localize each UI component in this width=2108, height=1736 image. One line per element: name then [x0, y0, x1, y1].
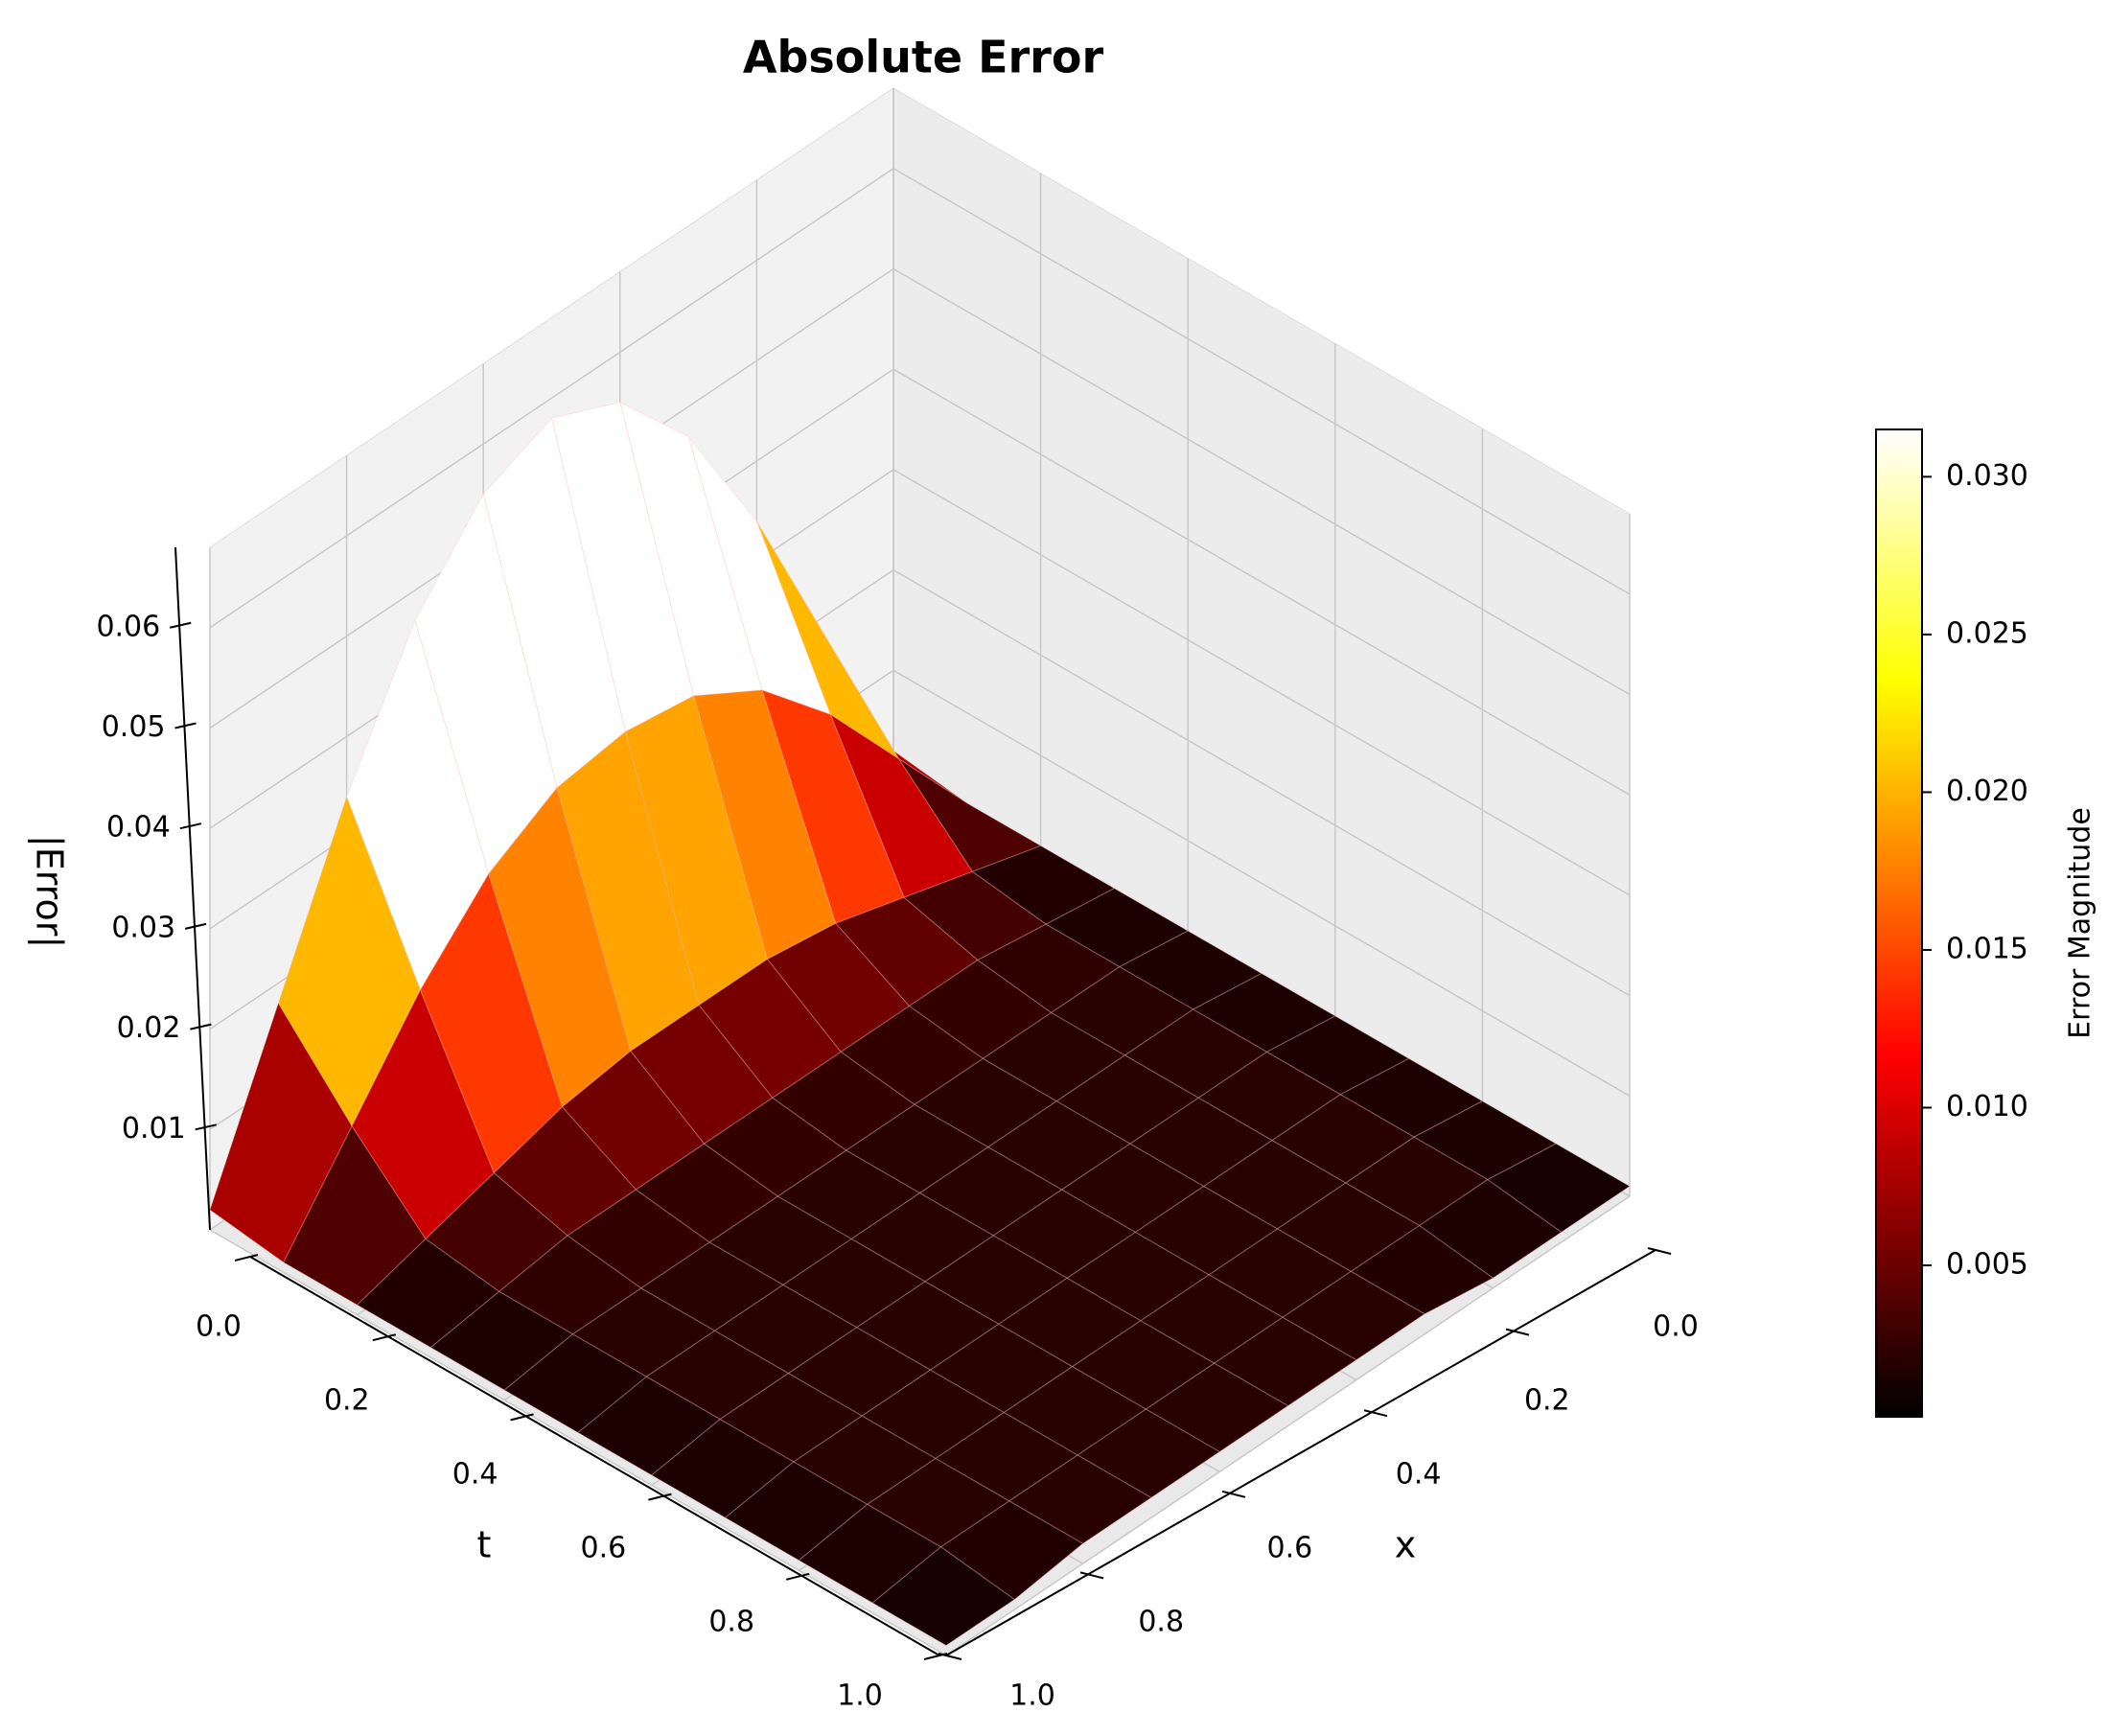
- t-tick-label: 0.6: [581, 1532, 627, 1565]
- surface: [209, 401, 1631, 1647]
- x-axis-line: [945, 1249, 1656, 1656]
- tick-mark: [648, 1493, 672, 1501]
- colorbar-tick-label: 0.030: [1946, 459, 2028, 493]
- grid-line: [892, 669, 1631, 1097]
- tick-mark: [1221, 1490, 1246, 1498]
- tick-mark: [190, 1023, 212, 1030]
- x-tick-label: 0.4: [1396, 1458, 1442, 1492]
- grid-line: [209, 168, 894, 629]
- z-tick-label: 0.06: [96, 610, 160, 643]
- tick-mark: [234, 1254, 259, 1261]
- x-tick-label: 0.6: [1267, 1532, 1313, 1565]
- colorbar-label: Error Magnitude: [2064, 807, 2097, 1039]
- colorbar-tick-label: 0.025: [1946, 616, 2028, 650]
- chart-title: Absolute Error: [743, 32, 1104, 83]
- z-tick-label: 0.01: [122, 1112, 186, 1146]
- tick-mark: [938, 1653, 962, 1660]
- z-tick-label: 0.04: [106, 811, 171, 845]
- grid-line: [892, 168, 1631, 595]
- z-tick-label: 0.05: [102, 710, 166, 744]
- colorbar-tick-label: 0.010: [1946, 1090, 2028, 1123]
- t-tick-label: 0.2: [324, 1384, 370, 1418]
- colorbar-tick-label: 0.005: [1946, 1248, 2028, 1282]
- x-tick-label: 0.8: [1138, 1606, 1184, 1639]
- tick-mark: [184, 922, 207, 930]
- tick-mark: [1505, 1328, 1530, 1336]
- grid-line: [209, 1229, 947, 1656]
- tick-mark: [785, 1572, 810, 1581]
- t-tick-label: 0.0: [196, 1310, 242, 1344]
- t-axis-line: [249, 1256, 940, 1656]
- t-tick-label: 0.8: [708, 1606, 754, 1639]
- z-tick-label: 0.03: [111, 911, 175, 944]
- grid-line: [892, 368, 1631, 796]
- tick-mark: [170, 621, 192, 629]
- colorbar-tick-label: 0.020: [1946, 775, 2028, 808]
- z-tick-label: 0.02: [117, 1011, 181, 1045]
- tick-mark: [174, 722, 197, 729]
- tick-mark: [1647, 1247, 1672, 1255]
- colorbar-tick-label: 0.015: [1946, 932, 2028, 965]
- grid-line: [892, 267, 1631, 696]
- colorbar: [1875, 428, 1923, 1418]
- tick-mark: [179, 822, 202, 830]
- x-tick-label: 0.2: [1524, 1384, 1570, 1418]
- z-axis-label: |Error|: [28, 835, 71, 948]
- z-axis-line: [174, 546, 211, 1231]
- grid-line: [892, 469, 1631, 896]
- t-axis-label: t: [477, 1524, 492, 1566]
- tick-mark: [372, 1333, 397, 1342]
- t-tick-label: 1.0: [837, 1679, 883, 1713]
- surface-facet: [871, 1546, 1016, 1647]
- axes: 0.0 0.2 0.4 0.6 0.8 1.0 0.0 0.2 0.4 0.6 0.8 1.0 0.01…: [96, 546, 1699, 1713]
- t-tick-label: 0.4: [452, 1458, 498, 1492]
- x-tick-label: 1.0: [1009, 1679, 1055, 1713]
- tick-mark: [1079, 1571, 1104, 1580]
- grid-line: [945, 1195, 1631, 1656]
- tick-mark: [195, 1123, 217, 1131]
- x-tick-label: 0.0: [1653, 1310, 1699, 1344]
- tick-mark: [1363, 1409, 1388, 1418]
- tick-mark: [510, 1413, 534, 1422]
- x-axis-label: x: [1395, 1524, 1417, 1566]
- grid-line: [892, 568, 1631, 997]
